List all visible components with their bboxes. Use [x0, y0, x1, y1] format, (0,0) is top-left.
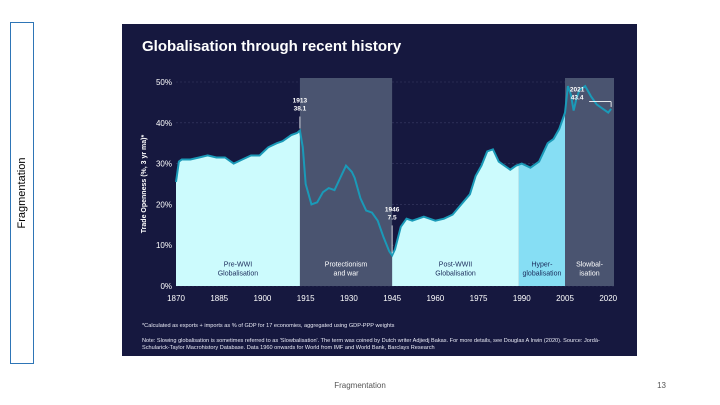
annotation-year: 1913: [293, 98, 308, 105]
x-tick-label: 1915: [297, 294, 315, 303]
period-label: globalisation: [522, 271, 561, 278]
chart-title: Globalisation through recent history: [142, 38, 402, 55]
period-label: Protectionism: [325, 262, 368, 269]
y-tick-label: 40%: [156, 119, 172, 128]
x-tick-label: 1930: [340, 294, 358, 303]
period-band: [565, 78, 614, 286]
x-tick-label: 1975: [470, 294, 488, 303]
period-label: Hyper-: [531, 262, 553, 269]
period-label: Pre-WWI: [224, 262, 252, 269]
area-fill: [176, 86, 300, 286]
y-tick-label: 0%: [160, 282, 172, 291]
annotation-value: 43.4: [571, 95, 584, 102]
x-tick-label: 2020: [599, 294, 617, 303]
annotation-value: 7.5: [388, 214, 397, 221]
period-label: Globalisation: [435, 271, 476, 278]
annotation-value: 38.1: [294, 106, 307, 113]
period-label: Post-WWII: [439, 262, 472, 269]
x-tick-label: 1990: [513, 294, 531, 303]
y-tick-label: 50%: [156, 78, 172, 87]
x-tick-label: 2005: [556, 294, 574, 303]
x-tick-label: 1900: [254, 294, 272, 303]
period-label: Globalisation: [218, 271, 259, 278]
annotation-year: 2021: [570, 87, 585, 94]
x-tick-label: 1870: [167, 294, 185, 303]
x-tick-label: 1885: [210, 294, 228, 303]
x-tick-label: 1945: [383, 294, 401, 303]
y-tick-label: 30%: [156, 160, 172, 169]
annotation-year: 1946: [385, 206, 400, 213]
y-axis-label: Trade Openness (%, 3 yr ma)*: [141, 135, 148, 234]
footer-text: Fragmentation: [334, 381, 386, 390]
side-tab-label: Fragmentation: [16, 157, 28, 229]
y-tick-label: 10%: [156, 241, 172, 250]
footnote-calculation: *Calculated as exports + imports as % of…: [142, 323, 395, 329]
side-tab: Fragmentation: [10, 22, 34, 364]
area-fill: [518, 86, 566, 286]
series-line: [175, 84, 612, 258]
area-chart: Pre-WWI Globalisation Protectionism and war…: [141, 78, 618, 303]
x-tick-label: 1960: [426, 294, 444, 303]
chart-panel: Globalisation through recent history Pre…: [122, 24, 637, 356]
period-label: Slowbal-: [576, 262, 604, 269]
footnote-source: Note: Slowing globalisation is sometimes…: [142, 338, 600, 351]
page-number: 13: [657, 381, 666, 390]
period-label: and war: [334, 271, 360, 278]
y-tick-label: 20%: [156, 200, 172, 209]
period-band: [299, 78, 393, 286]
area-fill: [392, 86, 519, 286]
period-label: isation: [579, 271, 599, 278]
